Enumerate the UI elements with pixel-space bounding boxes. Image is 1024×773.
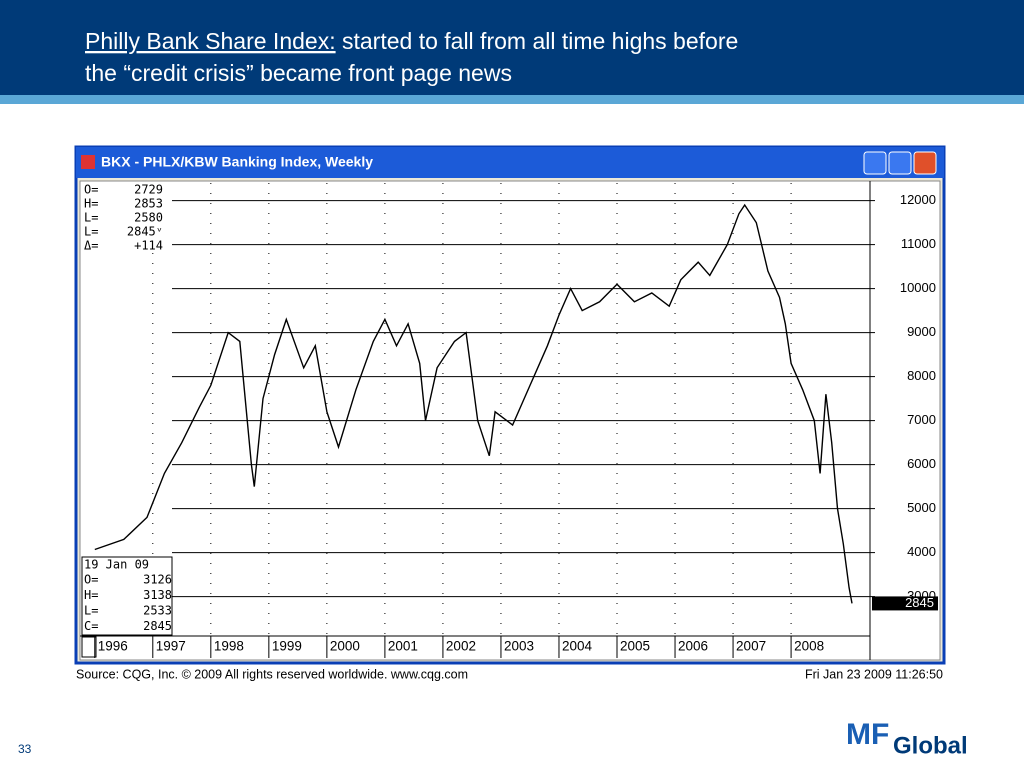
info-label: Δ= <box>84 239 98 253</box>
minimize-button[interactable] <box>863 151 887 175</box>
bar-date: 19 Jan 09 <box>84 558 149 572</box>
logo-global: Global <box>893 732 968 759</box>
x-tick-label: 2007 <box>736 639 766 654</box>
info-label: O= <box>84 183 98 197</box>
x-tick-label: 1997 <box>156 639 186 654</box>
info-box <box>82 183 172 253</box>
scroll-box[interactable] <box>81 636 97 658</box>
x-tick-label: 1998 <box>214 639 244 654</box>
price-line <box>94 203 853 604</box>
x-tick-label: 2003 <box>504 639 534 654</box>
bar-info-box <box>81 556 173 636</box>
info-value: 2853 <box>134 197 163 211</box>
y-tick-label: 9000 <box>907 324 936 339</box>
title-underlined: Philly Bank Share Index: <box>85 28 336 54</box>
x-tick-label: 1996 <box>98 639 128 654</box>
x-tick-label: 1999 <box>272 639 302 654</box>
info-value: 2845ᵛ <box>127 225 163 239</box>
bar-value: 2533 <box>143 604 172 618</box>
bar-value: 2845 <box>143 619 172 633</box>
y-tick-label: 11000 <box>901 236 936 251</box>
info-value: 2580 <box>134 211 163 225</box>
slide-title-line2: the “credit crisis” became front page ne… <box>85 60 512 86</box>
x-tick-label: 2005 <box>620 639 650 654</box>
y-tick-label: 10000 <box>900 280 936 295</box>
bar-label: C= <box>84 619 98 633</box>
bar-label: H= <box>84 588 98 602</box>
y-tick-label: 8000 <box>907 368 936 383</box>
info-value: 2729 <box>134 183 163 197</box>
x-tick-label: 2006 <box>678 639 708 654</box>
close-button[interactable] <box>913 151 937 175</box>
y-tick-label: 7000 <box>907 412 936 427</box>
source: Source: CQG, Inc. © 2009 All rights rese… <box>76 667 468 681</box>
info-label: H= <box>84 197 98 211</box>
y-tick-label: 6000 <box>907 456 936 471</box>
bar-value: 3126 <box>143 573 172 587</box>
y-tick-label: 4000 <box>907 544 936 559</box>
header-bar <box>0 0 1024 95</box>
x-tick-label: 2001 <box>388 639 418 654</box>
header-strip <box>0 95 1024 104</box>
maximize-button[interactable] <box>888 151 912 175</box>
y-tick-label: 5000 <box>907 500 936 515</box>
bar-label: L= <box>84 604 98 618</box>
bar-label: O= <box>84 573 98 587</box>
timestamp: Fri Jan 23 2009 11:26:50 <box>805 667 943 681</box>
logo-mf: MF <box>846 718 889 751</box>
y-tick-label: 12000 <box>900 192 936 207</box>
window-title: BKX - PHLX/KBW Banking Index, Weekly <box>101 154 373 170</box>
x-tick-label: 2002 <box>446 639 476 654</box>
last-price-label: 2845 <box>905 595 934 610</box>
page-number: 33 <box>18 742 32 756</box>
window-icon <box>81 155 95 169</box>
x-tick-label: 2008 <box>794 639 824 654</box>
window-titlebar <box>76 147 944 178</box>
last-price-box <box>872 596 938 611</box>
info-label: L= <box>84 211 98 225</box>
info-label: L= <box>84 225 98 239</box>
x-tick-label: 2000 <box>330 639 360 654</box>
bar-value: 3138 <box>143 588 172 602</box>
x-tick-label: 2004 <box>562 639 593 654</box>
info-value: +114 <box>134 239 163 253</box>
title-rest: started to fall from all time highs befo… <box>336 28 739 54</box>
slide-title: Philly Bank Share Index: started to fall… <box>85 28 738 54</box>
